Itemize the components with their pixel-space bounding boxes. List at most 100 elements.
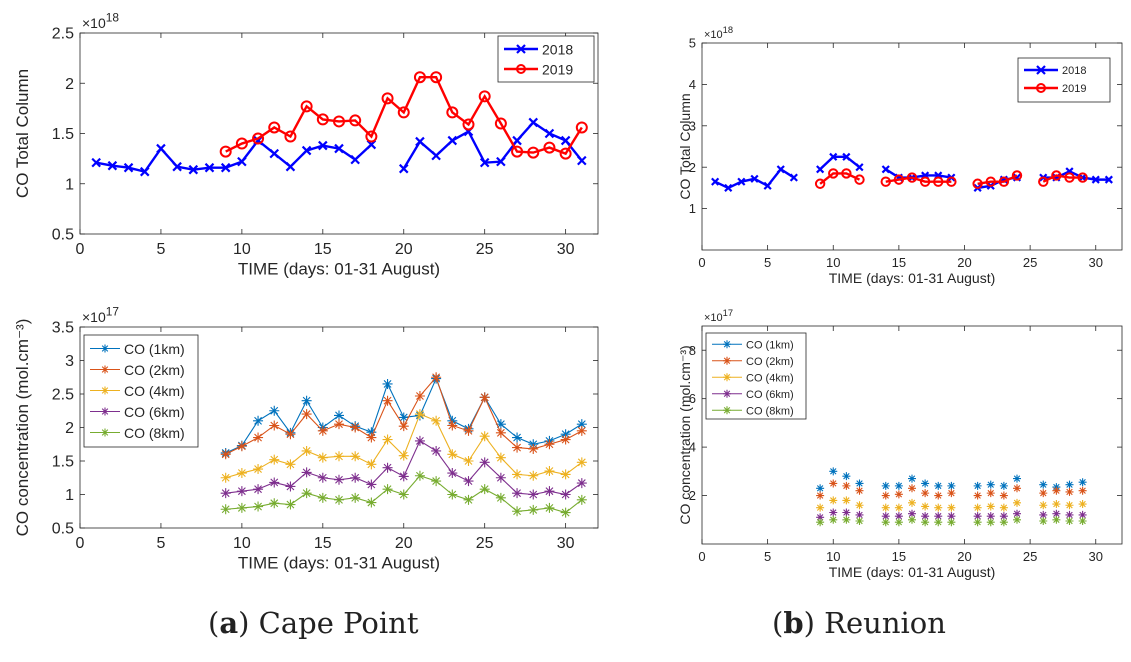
data-point [986, 512, 995, 521]
y-tick-label: 2 [689, 488, 696, 503]
data-point [220, 504, 231, 515]
data-point [528, 504, 539, 515]
data-point [350, 422, 361, 433]
data-point [881, 481, 890, 490]
data-point [893, 174, 905, 185]
data-point [512, 442, 523, 453]
data-point [284, 130, 297, 143]
data-point [946, 176, 957, 187]
data-point [908, 515, 916, 524]
legend-marker [1036, 65, 1046, 75]
data-point [431, 445, 442, 456]
data-point [253, 432, 264, 443]
y-tick-label: 0.5 [52, 521, 74, 538]
legend-label: CO (4km) [124, 383, 185, 399]
legend-label: CO (4km) [746, 372, 794, 384]
data-point [919, 176, 931, 187]
data-point [842, 481, 851, 490]
data-point [236, 441, 247, 452]
legend-box [1017, 57, 1111, 103]
data-point [252, 132, 265, 145]
data-point [431, 476, 442, 487]
data-point [334, 451, 344, 462]
x-axis-label: TIME (days: 01-31 August) [238, 259, 440, 278]
data-point [269, 477, 280, 488]
data-point [220, 472, 231, 483]
data-point [479, 392, 490, 403]
x-tick-label: 10 [233, 241, 251, 258]
data-point [334, 474, 344, 485]
data-point [447, 468, 458, 479]
y-tick-label: 3 [689, 118, 696, 133]
data-point [921, 512, 930, 521]
data-point [528, 489, 539, 500]
data-point [317, 452, 328, 463]
x-tick-label: 10 [826, 549, 840, 564]
legend-label: 2019 [542, 61, 573, 77]
data-point [316, 113, 329, 126]
legend-marker [516, 64, 526, 74]
data-point [496, 156, 506, 167]
legend-marker [723, 389, 731, 398]
series-2019 [219, 71, 588, 160]
y-tick-label: 2.5 [52, 26, 74, 43]
y-tick-label: 2 [65, 76, 74, 93]
x-tick-label: 20 [395, 535, 413, 552]
data-point [1052, 486, 1061, 495]
data-point [301, 467, 312, 478]
data-point [220, 162, 231, 173]
y-tick-label: 3 [65, 353, 74, 370]
caption-a: (a) Cape Point [208, 606, 419, 640]
legend-marker [516, 44, 526, 54]
data-point [855, 479, 864, 488]
data-point [829, 515, 838, 524]
data-point [908, 474, 916, 483]
legend-box [705, 332, 807, 420]
data-point [447, 135, 458, 146]
y-axis-label: CO Total Column [13, 69, 32, 198]
y-tick-label: 2 [65, 420, 74, 437]
data-point [350, 472, 361, 483]
data-point [544, 466, 555, 477]
data-point [543, 141, 556, 154]
data-point [841, 168, 852, 179]
data-point [414, 435, 425, 446]
data-point [816, 491, 825, 500]
data-point [494, 117, 507, 130]
data-point [829, 496, 838, 505]
y-tick-label: 1.5 [52, 454, 74, 471]
data-point [301, 445, 312, 456]
caption-b: (b) Reunion [772, 606, 946, 640]
legend-label: 2018 [1062, 65, 1086, 77]
data-point [253, 464, 264, 475]
data-point [237, 156, 247, 167]
series-co-4km- [220, 409, 587, 483]
data-point [479, 431, 490, 442]
data-point [576, 457, 587, 468]
data-point [447, 489, 458, 500]
data-point [560, 135, 571, 146]
data-point [855, 510, 864, 519]
data-point [1065, 510, 1074, 519]
data-point [253, 415, 264, 426]
series-co-6km- [220, 435, 587, 500]
data-point [560, 507, 571, 518]
data-point [1078, 510, 1087, 519]
data-point [1013, 484, 1021, 493]
data-point [366, 427, 377, 438]
x-tick-label: 5 [156, 241, 165, 258]
data-point [560, 429, 571, 440]
data-point [921, 479, 930, 488]
data-point [527, 146, 540, 159]
data-point [479, 484, 490, 495]
data-point [236, 486, 247, 497]
data-point [972, 178, 983, 189]
series-2018 [711, 152, 1113, 192]
legend: CO (1km) CO (2km) CO (4km) CO (6km) CO (8km) [83, 334, 199, 448]
data-point [414, 391, 425, 402]
legend-marker [101, 365, 109, 374]
data-point [268, 121, 281, 134]
data-point [447, 449, 458, 460]
data-point [512, 432, 523, 443]
data-point [253, 501, 264, 512]
